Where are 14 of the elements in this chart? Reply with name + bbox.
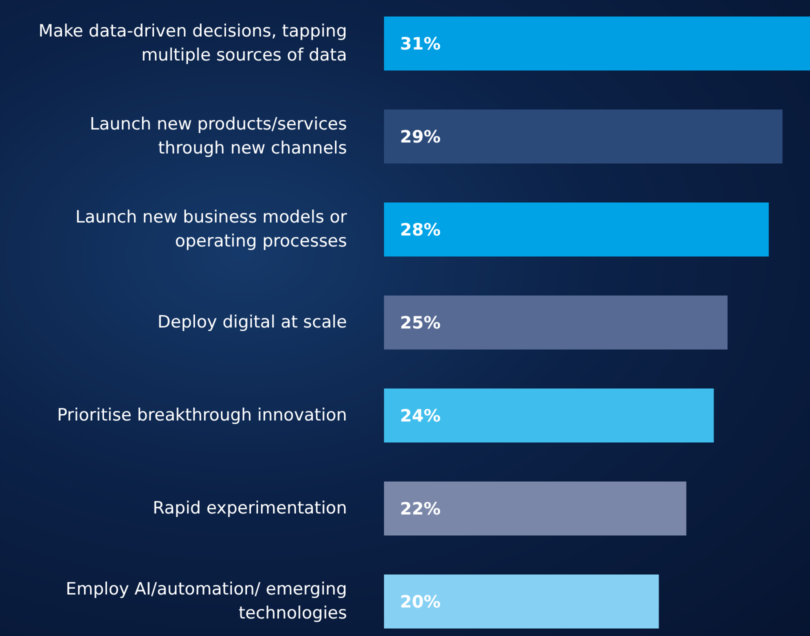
data-label: 22% xyxy=(400,500,441,520)
y-tick-label: Launch new products/services through new channels xyxy=(90,114,348,158)
y-tick-label: Employ AI/automation/ emerging technologies xyxy=(66,580,348,624)
y-tick-label: Rapid experimentation xyxy=(152,498,347,518)
y-tick-label: Make data-driven decisions, tapping multiple sources of data xyxy=(38,22,347,66)
data-label: 20% xyxy=(400,592,441,613)
y-tick-label: Prioritise breakthrough innovation xyxy=(57,406,347,426)
data-label: 25% xyxy=(400,314,441,334)
y-tick-label: Deploy digital at scale xyxy=(158,312,347,332)
data-label: 29% xyxy=(400,128,441,148)
data-label: 28% xyxy=(400,220,441,241)
data-label: 31% xyxy=(400,34,441,55)
data-label: 24% xyxy=(400,406,441,427)
y-tick-label: Launch new business models or operating processes xyxy=(75,208,348,252)
